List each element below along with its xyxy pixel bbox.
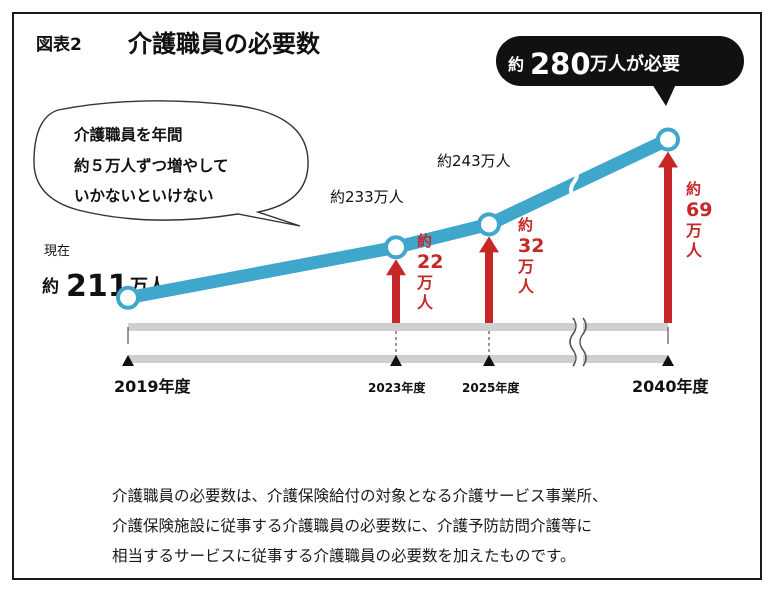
x-tick-label: 2025年度 [462, 380, 520, 395]
increase-value-label: 万 [517, 257, 534, 276]
data-point [384, 235, 408, 260]
callout-background [496, 36, 744, 86]
data-point [116, 285, 140, 310]
series-line [126, 133, 671, 305]
figure-title: 介護職員の必要数 [127, 30, 321, 58]
axis-tick-marker [662, 355, 674, 366]
increase-arrow-shaft [392, 273, 400, 323]
axis-tick-marker [483, 355, 495, 366]
increase-value-label: 32 [518, 235, 544, 257]
footnote-line-1: 介護職員の必要数は、介護保険給付の対象となる介護サービス事業所、 [112, 487, 608, 505]
axis-band-upper [128, 323, 668, 331]
increase-arrow-shaft [664, 165, 672, 323]
increase-value-label: 約 [686, 180, 701, 198]
data-point [656, 127, 680, 152]
point-value-label: 約233万人 [330, 188, 404, 206]
callout-suffix: 万人が必要 [589, 53, 680, 75]
callout-number: 280 [530, 47, 591, 81]
x-tick-label: 2023年度 [368, 380, 426, 395]
increase-arrow-head [658, 151, 678, 168]
increase-value-label: 69 [686, 199, 712, 221]
x-tick-label: 2019年度 [114, 377, 192, 396]
increase-value-label: 人 [518, 277, 535, 296]
speech-bubble-outline [33, 100, 309, 227]
x-tick-label: 2040年度 [632, 377, 710, 396]
increase-value-label: 人 [417, 293, 434, 312]
callout-pointer [652, 84, 676, 106]
data-point [477, 212, 501, 237]
speech-line-1: 介護職員を年間 [73, 125, 183, 144]
footnote: 介護職員の必要数は、介護保険給付の対象となる介護サービス事業所、 介護保険施設に… [112, 481, 732, 571]
axis-tick-marker [122, 355, 134, 366]
speech-line-3: いかないといけない [74, 187, 214, 205]
current-label: 現在 [44, 244, 70, 259]
axis-break-gap [575, 316, 583, 368]
increase-value-label: 万 [416, 273, 433, 292]
axis-break-line-b [579, 317, 587, 367]
axis-tick-marker [390, 355, 402, 366]
callout-required: 約 280 万人が必要 [496, 36, 744, 106]
increase-value-label: 約 [417, 232, 432, 250]
speech-bubble: 介護職員を年間 約５万人ずつ増やして いかないといけない [33, 100, 309, 227]
increase-arrow-shaft [485, 250, 493, 323]
footnote-line-3: 相当するサービスに従事する介護職員の必要数を加えたものです。 [112, 547, 576, 565]
increase-value-label: 約 [518, 216, 533, 234]
increase-arrow-head [479, 236, 499, 253]
increase-value-label: 22 [417, 251, 443, 273]
footnote-line-2: 介護保険施設に従事する介護職員の必要数に、介護予防訪問介護等に [112, 517, 593, 535]
point-value-label: 約243万人 [437, 152, 511, 170]
increase-arrow-head [386, 259, 406, 276]
current-prefix: 約 [42, 276, 59, 297]
speech-line-2: 約５万人ずつ増やして [74, 156, 229, 175]
line-break-mark [569, 164, 579, 200]
increase-value-label: 万 [685, 221, 702, 240]
increase-value-label: 人 [686, 241, 703, 260]
callout-prefix: 約 [508, 55, 524, 74]
figure-label: 図表2 [36, 34, 82, 55]
axis-break-line-a [569, 317, 577, 367]
